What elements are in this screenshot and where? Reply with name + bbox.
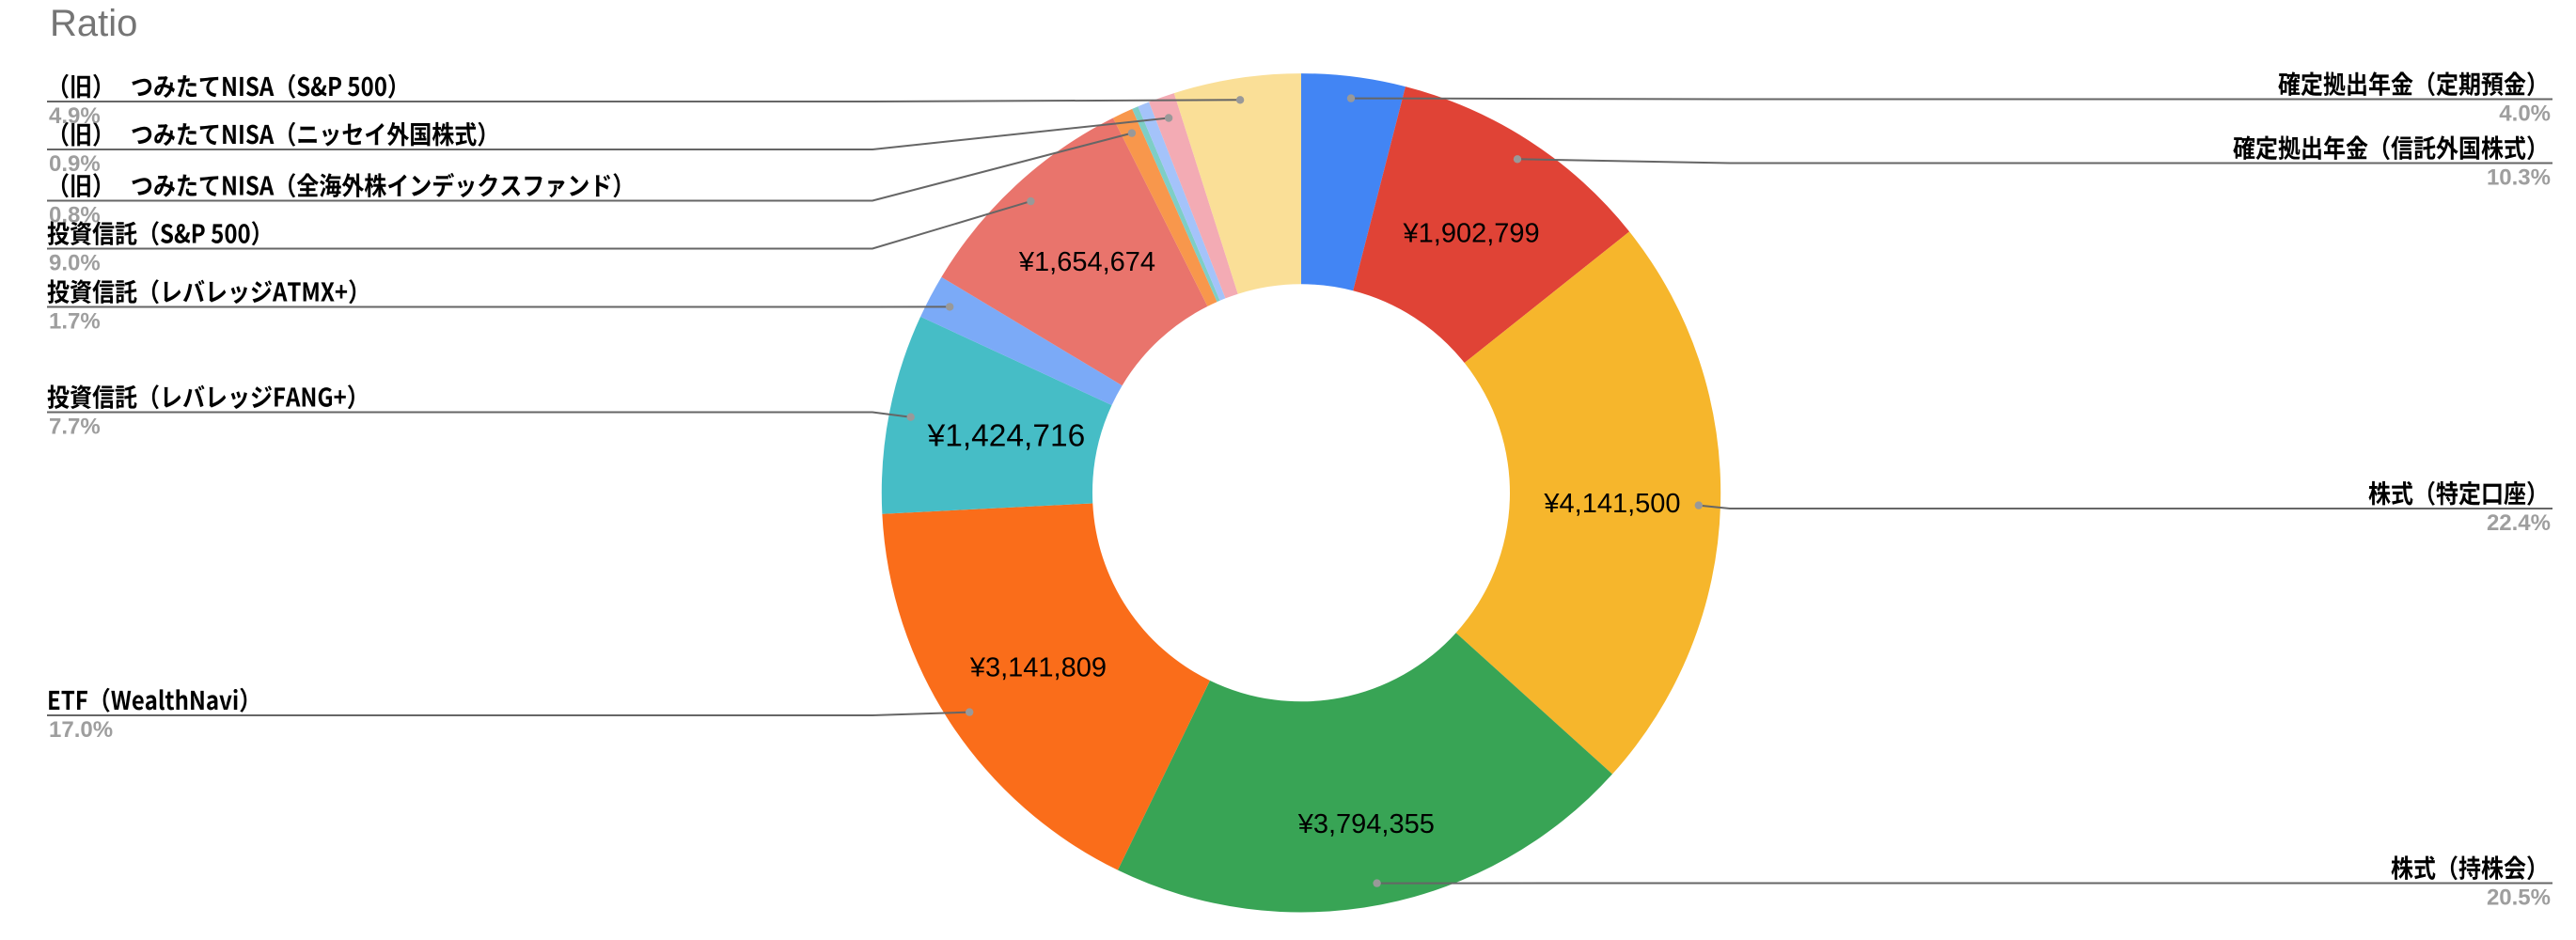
svg-text:1.7%: 1.7% [49,309,101,335]
svg-text:7.7%: 7.7% [49,415,101,440]
svg-text:Ratio: Ratio [50,3,137,44]
svg-text:10.3%: 10.3% [2487,165,2551,191]
svg-text:20.5%: 20.5% [2487,885,2551,911]
svg-text:¥1,424,716: ¥1,424,716 [927,419,1086,454]
svg-text:4.9%: 4.9% [49,103,101,129]
svg-text:0.8%: 0.8% [49,203,101,228]
svg-text:9.0%: 9.0% [49,251,101,276]
svg-text:¥4,141,500: ¥4,141,500 [1543,489,1680,519]
svg-text:¥1,654,674: ¥1,654,674 [1018,247,1155,277]
svg-text:22.4%: 22.4% [2487,510,2551,536]
svg-text:17.0%: 17.0% [49,717,113,743]
svg-text:4.0%: 4.0% [2499,102,2551,127]
svg-text:¥3,794,355: ¥3,794,355 [1297,809,1435,839]
svg-text:¥1,902,799: ¥1,902,799 [1403,219,1540,249]
svg-text:¥3,141,809: ¥3,141,809 [969,653,1107,683]
svg-text:0.9%: 0.9% [49,151,101,177]
